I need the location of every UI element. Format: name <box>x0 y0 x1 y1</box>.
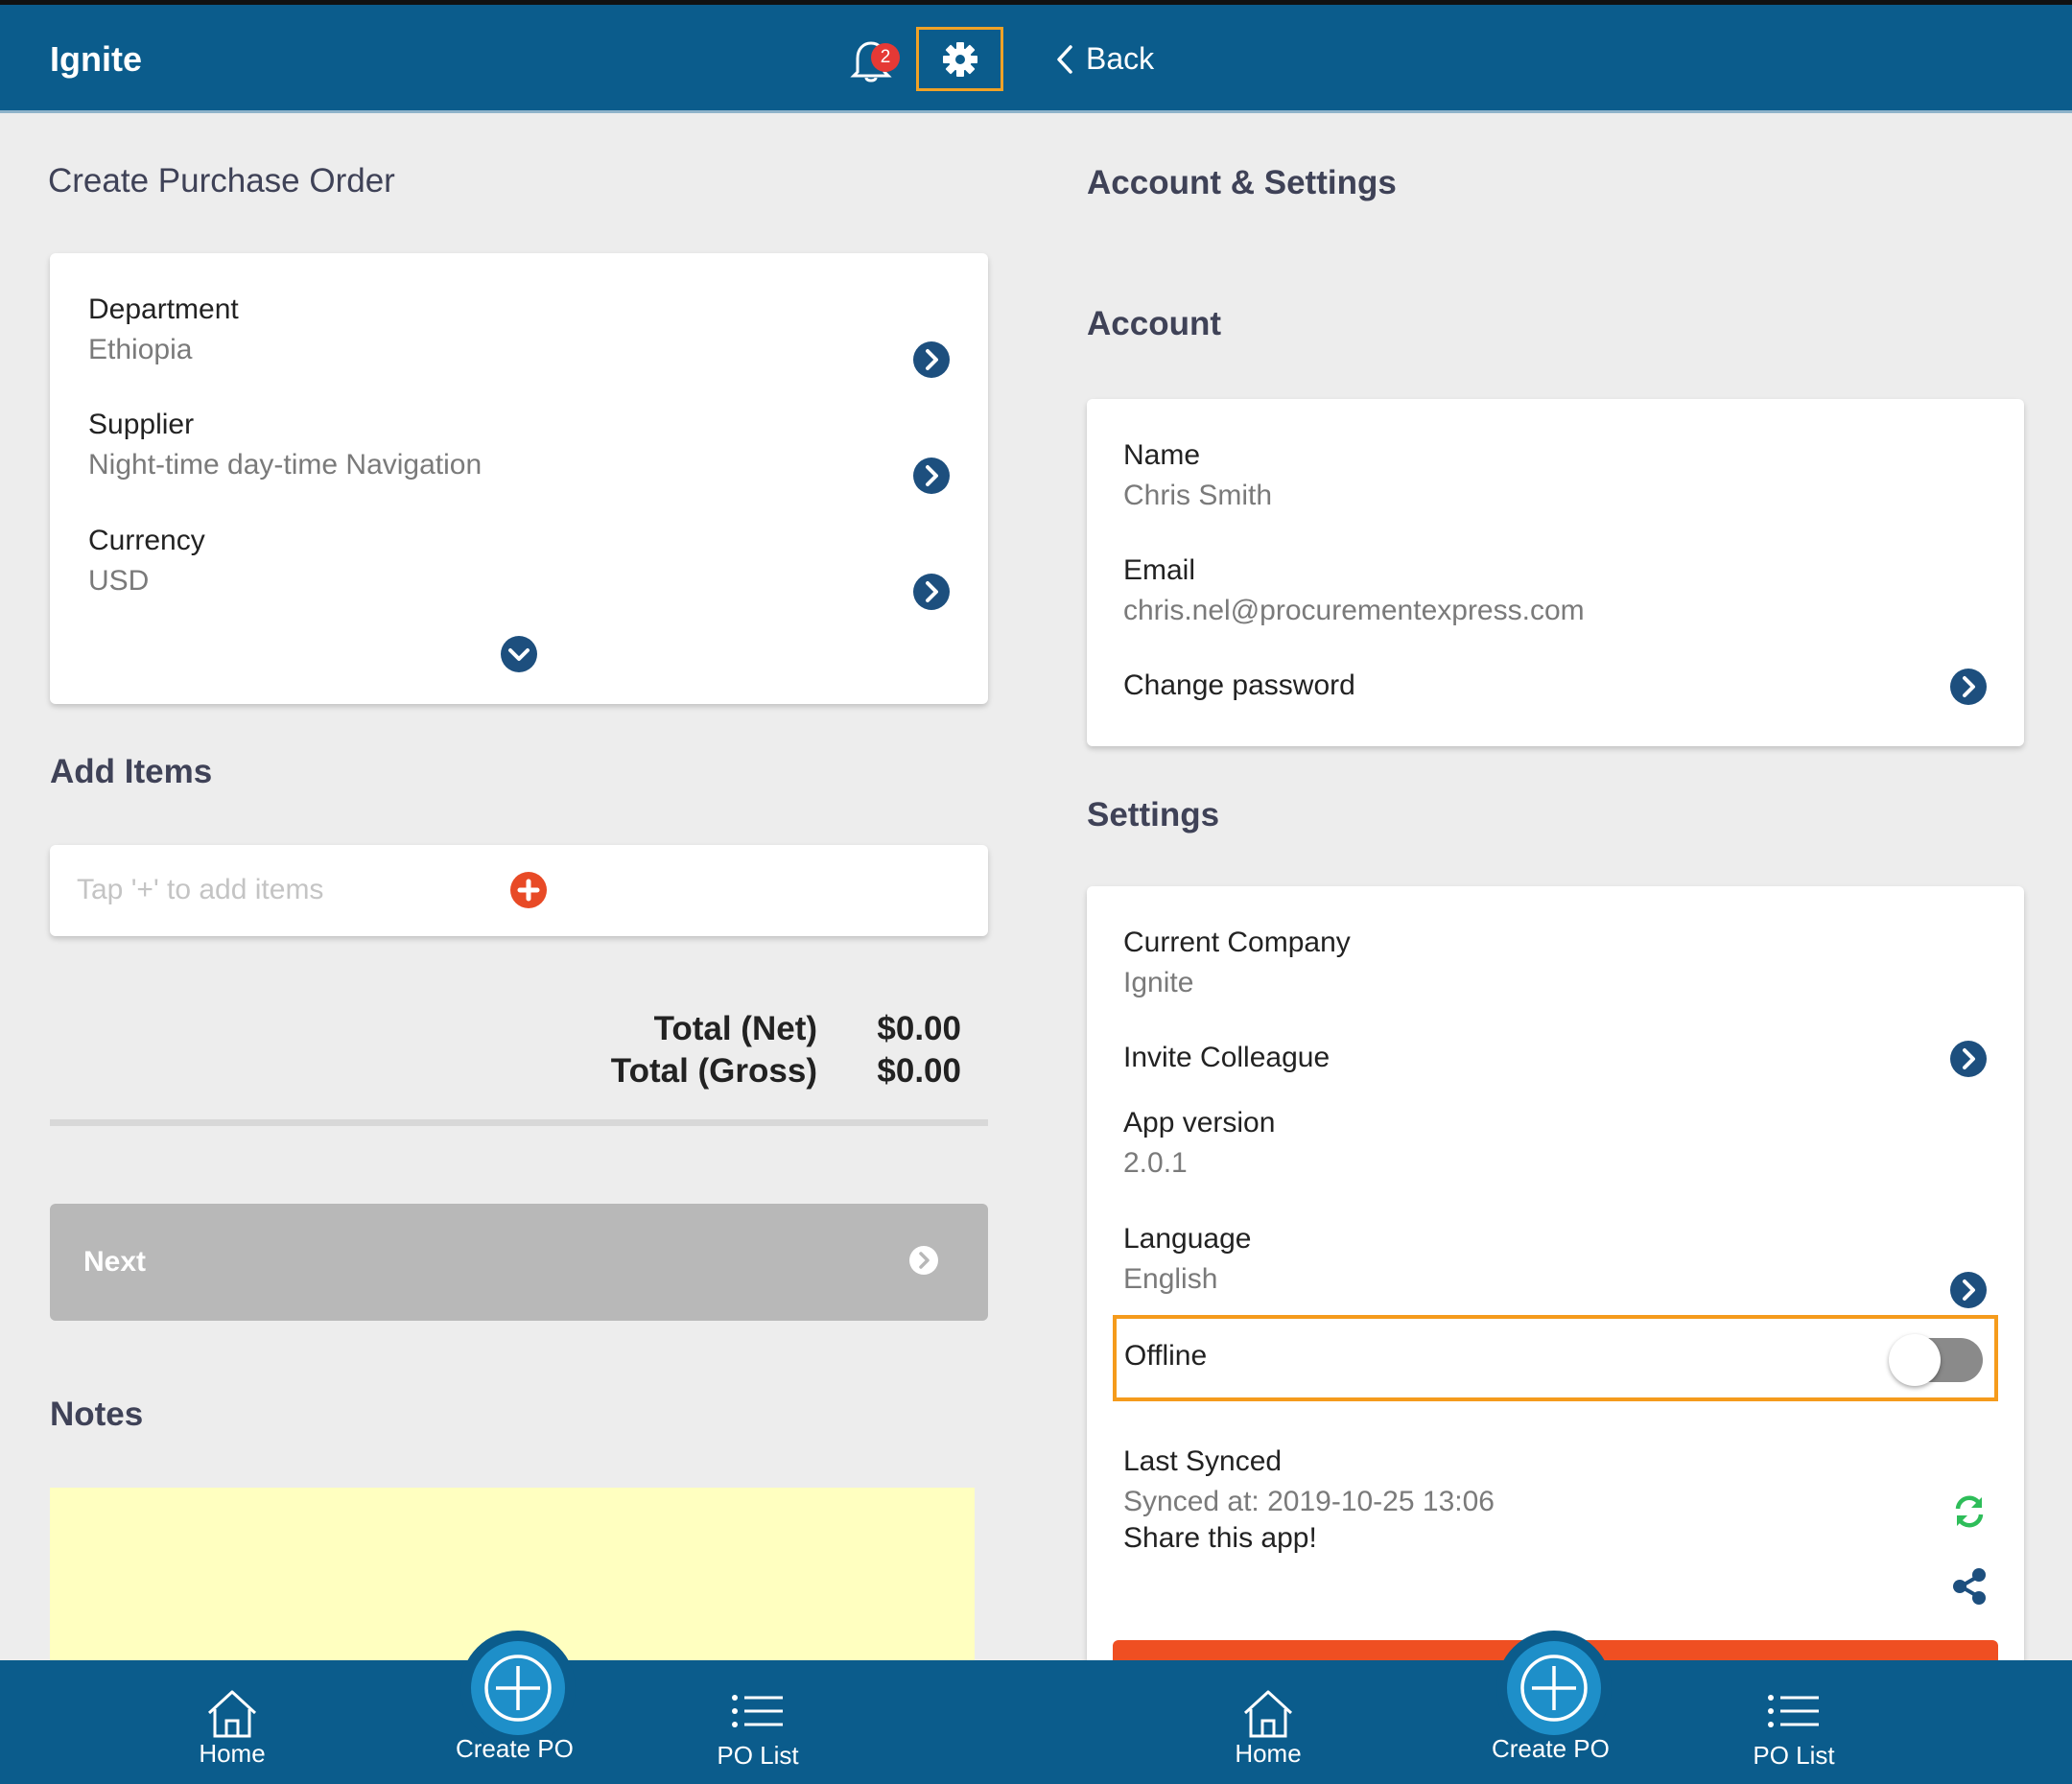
chevron-right-icon[interactable] <box>913 458 950 494</box>
po-details-card: Department Ethiopia Supplier Night-time … <box>50 253 988 704</box>
currency-value: USD <box>88 565 150 597</box>
total-gross-label: Total (Gross) <box>610 1052 817 1090</box>
chevron-right-icon[interactable] <box>1950 1272 1987 1308</box>
gear-icon <box>942 41 977 77</box>
department-value: Ethiopia <box>88 334 193 365</box>
chevron-right-icon[interactable] <box>913 574 950 610</box>
offline-toggle[interactable] <box>1889 1334 1983 1386</box>
chevron-right-icon[interactable] <box>1950 669 1987 705</box>
add-items-title: Add Items <box>50 753 213 790</box>
back-label: Back <box>1086 41 1155 76</box>
add-items-placeholder: Tap '+' to add items <box>77 874 324 905</box>
plus-circle-icon <box>484 1655 552 1722</box>
settings-card: Current Company Ignite Invite Colleague … <box>1087 886 2024 1660</box>
notes-title: Notes <box>50 1396 144 1433</box>
change-password-label[interactable]: Change password <box>1123 669 1355 701</box>
email-value: chris.nel@procurementexpress.com <box>1123 595 1585 626</box>
nav-create-po-label[interactable]: Create PO <box>1492 1734 1610 1763</box>
name-label: Name <box>1123 439 1201 471</box>
total-net-value: $0.00 <box>877 1010 961 1047</box>
nav-home-label: Home <box>1235 1739 1302 1768</box>
chevron-right-icon[interactable] <box>913 341 950 378</box>
invite-colleague-label[interactable]: Invite Colleague <box>1123 1042 1330 1073</box>
offline-label: Offline <box>1124 1340 1208 1372</box>
nav-po-list[interactable]: PO List <box>1746 1688 1842 1771</box>
app-version-value: 2.0.1 <box>1123 1147 1188 1179</box>
account-settings-panel: Account & Settings Account Name Chris Sm… <box>1036 116 2072 1660</box>
app-version-label: App version <box>1123 1107 1276 1138</box>
chevron-down-icon[interactable] <box>501 636 537 672</box>
account-title: Account <box>1087 305 1221 342</box>
next-label: Next <box>83 1246 147 1278</box>
notification-badge: 2 <box>871 43 900 72</box>
settings-title: Settings <box>1087 796 1220 833</box>
divider <box>50 1119 988 1126</box>
create-po-fab[interactable] <box>1496 1631 1612 1746</box>
supplier-value: Night-time day-time Navigation <box>88 449 483 481</box>
chevron-left-icon <box>1057 44 1072 74</box>
name-value: Chris Smith <box>1123 480 1273 511</box>
last-synced-value: Synced at: 2019-10-25 13:06 <box>1123 1486 1495 1517</box>
create-po-panel: Create Purchase Order Department Ethiopi… <box>0 116 1036 1660</box>
sync-icon[interactable] <box>1950 1492 1989 1531</box>
supplier-label: Supplier <box>88 409 195 440</box>
total-gross-value: $0.00 <box>877 1052 961 1090</box>
create-po-fab[interactable] <box>460 1631 576 1746</box>
department-label: Department <box>88 293 239 325</box>
nav-po-list[interactable]: PO List <box>710 1688 806 1771</box>
page-title: Account & Settings <box>1087 164 1397 201</box>
page-title: Create Purchase Order <box>48 162 395 200</box>
top-bar: Ignite 2 Back <box>0 0 2072 113</box>
plus-circle-icon <box>1520 1655 1588 1722</box>
nav-create-po-label[interactable]: Create PO <box>456 1734 574 1763</box>
add-item-plus-icon[interactable] <box>510 872 547 908</box>
share-icon[interactable] <box>1950 1567 1989 1606</box>
app-title: Ignite <box>50 39 142 79</box>
current-company-label: Current Company <box>1123 927 1351 958</box>
last-synced-label: Last Synced <box>1123 1445 1283 1477</box>
nav-po-list-label: PO List <box>717 1741 799 1770</box>
email-label: Email <box>1123 554 1196 586</box>
account-card: Name Chris Smith Email chris.nel@procure… <box>1087 399 2024 746</box>
settings-button[interactable] <box>916 27 1003 91</box>
list-icon <box>1768 1695 1819 1727</box>
add-items-field[interactable]: Tap '+' to add items <box>50 845 988 936</box>
back-button[interactable]: Back <box>1055 41 1154 77</box>
currency-label: Currency <box>88 525 205 556</box>
nav-po-list-label: PO List <box>1753 1741 1835 1770</box>
list-icon <box>732 1695 783 1727</box>
total-net-label: Total (Net) <box>653 1010 817 1047</box>
next-button[interactable]: Next <box>50 1204 988 1321</box>
nav-home[interactable]: Home <box>190 1688 274 1769</box>
offline-toggle-row[interactable]: Offline <box>1113 1315 1998 1401</box>
nav-home[interactable]: Home <box>1226 1688 1310 1769</box>
language-value: English <box>1123 1263 1218 1295</box>
share-app-label[interactable]: Share this app! <box>1123 1522 1317 1554</box>
home-icon <box>207 1690 257 1738</box>
bottom-nav <box>0 1660 2072 1784</box>
home-icon <box>1243 1690 1293 1738</box>
nav-home-label: Home <box>199 1739 266 1768</box>
toggle-knob <box>1889 1334 1941 1386</box>
chevron-right-icon[interactable] <box>1950 1041 1987 1077</box>
language-label: Language <box>1123 1223 1252 1255</box>
current-company-value: Ignite <box>1123 967 1194 998</box>
chevron-right-icon <box>909 1246 938 1275</box>
